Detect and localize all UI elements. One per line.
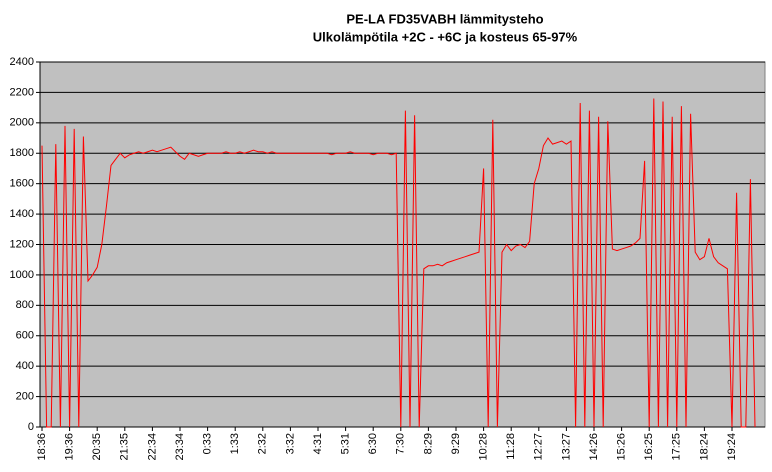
y-tick-label: 1800 xyxy=(10,147,34,159)
y-tick-label: 2400 xyxy=(10,56,34,68)
x-tick-label: 7:30 xyxy=(395,433,407,454)
x-tick-label: 3:32 xyxy=(284,433,296,454)
data-line xyxy=(41,98,756,428)
x-tick-label: 15:26 xyxy=(616,433,628,461)
chart-title: PE-LA FD35VABH lämmitysteho xyxy=(346,11,543,26)
y-tick-label: 1600 xyxy=(10,178,34,190)
x-tick-label: 13:27 xyxy=(560,433,572,461)
x-tick-label: 11:28 xyxy=(505,433,517,460)
y-tick-label: 2200 xyxy=(10,86,34,98)
y-tick-label: 1400 xyxy=(10,208,34,220)
x-tick-label: 10:28 xyxy=(478,433,490,461)
x-tick-label: 9:29 xyxy=(450,433,462,454)
x-tick-label: 5:31 xyxy=(340,433,352,454)
y-tick-label: 1000 xyxy=(10,269,34,281)
x-tick-label: 14:26 xyxy=(588,433,600,461)
x-tick-label: 17:25 xyxy=(671,433,683,461)
chart-subtitle: Ulkolämpötila +2C - +6C ja kosteus 65-97… xyxy=(313,29,578,44)
x-tick-label: 18:24 xyxy=(698,433,710,461)
x-tick-label: 8:29 xyxy=(422,433,434,454)
x-tick-label: 21:35 xyxy=(119,433,131,461)
y-tick-label: 200 xyxy=(16,390,34,402)
x-tick-label: 12:27 xyxy=(533,433,545,461)
x-tick-label: 4:31 xyxy=(312,433,324,454)
x-tick-label: 19:36 xyxy=(64,433,76,461)
x-tick-label: 22:34 xyxy=(146,433,158,461)
x-tick-label: 1:33 xyxy=(229,433,241,454)
x-tick-label: 16:25 xyxy=(643,433,655,461)
x-tick-label: 18:36 xyxy=(36,433,48,461)
y-tick-label: 600 xyxy=(16,330,34,342)
x-tick-label: 6:30 xyxy=(367,433,379,454)
y-tick-label: 2000 xyxy=(10,117,34,129)
x-tick-label: 19:24 xyxy=(726,433,738,461)
y-tick-label: 800 xyxy=(16,299,34,311)
x-tick-label: 2:32 xyxy=(257,433,269,454)
x-tick-label: 20:35 xyxy=(91,433,103,461)
x-tick-label: 0:33 xyxy=(202,433,214,454)
y-tick-label: 400 xyxy=(16,360,34,372)
y-tick-label: 0 xyxy=(28,421,34,433)
y-tick-label: 1200 xyxy=(10,238,34,250)
x-tick-label: 23:34 xyxy=(174,433,186,461)
